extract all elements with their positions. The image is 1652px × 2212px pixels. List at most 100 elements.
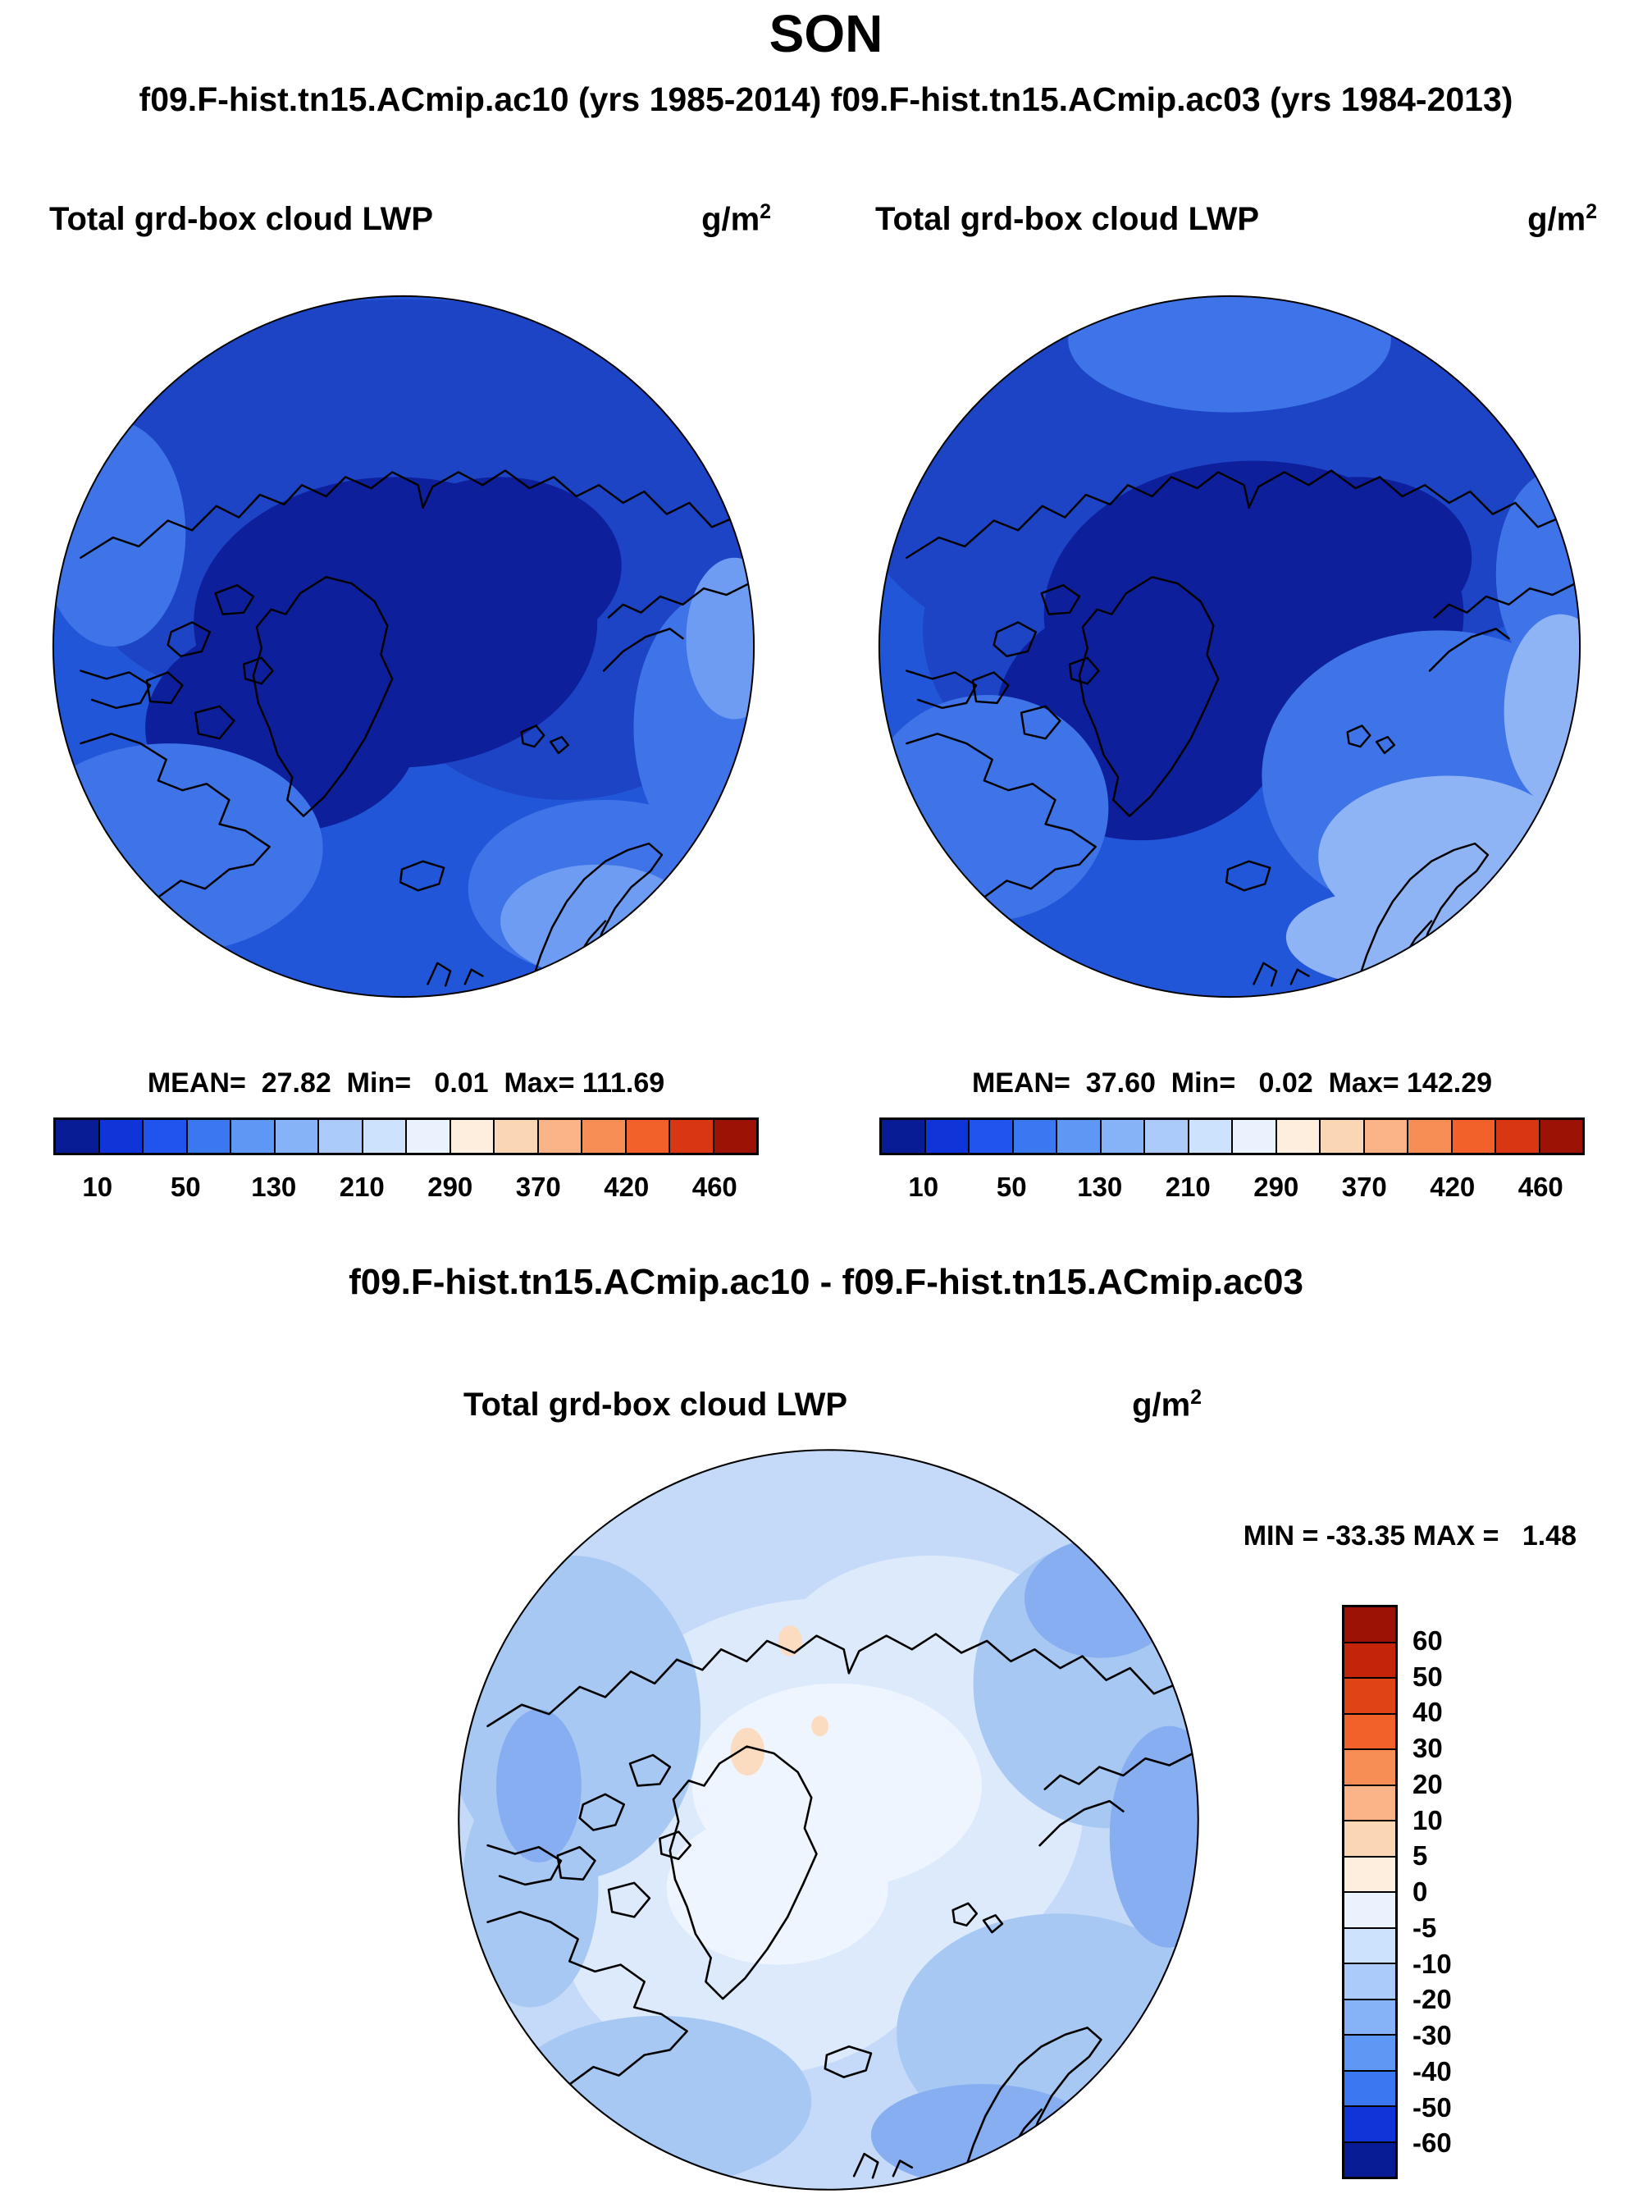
colorbar-segment — [1452, 1120, 1496, 1153]
map-diff-fills — [459, 1450, 1198, 2190]
colorbar-segment — [319, 1120, 363, 1153]
units-exponent: 2 — [1190, 1387, 1202, 1409]
colorbar-segment — [495, 1120, 539, 1153]
colorbar-segment — [538, 1120, 582, 1153]
colorbar-ac10-labels: 10 50 130 210 290 370 420 460 — [53, 1172, 759, 1204]
colorbar-segment — [1344, 2036, 1395, 2072]
colorbar-segment — [970, 1120, 1014, 1153]
units-base: g/m — [701, 201, 760, 238]
units-exponent: 2 — [760, 201, 771, 223]
colorbar-segment — [626, 1120, 670, 1153]
colorbar-segment — [231, 1120, 276, 1153]
colorbar-tick-label: -5 — [1412, 1912, 1437, 1943]
colorbar-tick-label: 10 — [1412, 1804, 1443, 1835]
colorbar-segment — [1344, 1893, 1395, 1929]
colorbar-tick-label: 370 — [1341, 1172, 1387, 1202]
units-base: g/m — [1527, 201, 1586, 238]
colorbar-segment — [1233, 1120, 1277, 1153]
panel-ac10: Total grd-box cloud LWP g/m2 — [0, 176, 826, 1218]
colorbar-tick-label: 130 — [1077, 1172, 1123, 1202]
colorbar-segment — [56, 1120, 100, 1153]
panel-ac03-header: Total grd-box cloud LWP g/m2 — [875, 201, 1597, 238]
diff-title: f09.F-hist.tn15.ACmip.ac10 - f09.F-hist.… — [349, 1262, 1303, 1302]
colorbar-segment — [1344, 1821, 1395, 1858]
colorbar-tick-label: 290 — [1253, 1172, 1299, 1202]
colorbar-segment — [1344, 2142, 1395, 2177]
colorbar-segment — [1344, 1714, 1395, 1750]
colorbar-segment — [1344, 1964, 1395, 2000]
panel-diff-stats: MIN = -33.35 MAX = 1.48 — [1243, 1520, 1577, 1552]
colorbar-segment — [1344, 1679, 1395, 1715]
colorbar-segment — [187, 1120, 231, 1153]
colorbar-segment — [1344, 1999, 1395, 2036]
panel-diff-units: g/m2 — [1132, 1387, 1202, 1424]
colorbar-tick-label: 50 — [1412, 1661, 1443, 1692]
map-ac10 — [52, 295, 755, 999]
colorbar-segment — [99, 1120, 144, 1153]
colorbar-segment — [1321, 1120, 1365, 1153]
map-ac03 — [878, 295, 1581, 999]
colorbar-tick-label: 40 — [1412, 1697, 1443, 1728]
colorbar-tick-label: 130 — [251, 1172, 297, 1202]
map-ac03-fills — [878, 295, 1581, 998]
colorbar-segment — [1344, 2107, 1395, 2143]
colorbar-segment — [1496, 1120, 1540, 1153]
colorbar-segment — [407, 1120, 451, 1153]
colorbar-segment — [450, 1120, 495, 1153]
map-diff — [458, 1449, 1199, 2191]
colorbar-tick-label: -30 — [1412, 2020, 1452, 2050]
map-boundary — [878, 295, 1581, 999]
colorbar-tick-label: 60 — [1412, 1625, 1443, 1656]
panel-ac03-units: g/m2 — [1527, 201, 1597, 238]
colorbar-segment — [1540, 1120, 1582, 1153]
colorbar-tick-label: 10 — [82, 1172, 113, 1202]
colorbar-tick-label: 0 — [1412, 1876, 1428, 1907]
colorbar-segment — [275, 1120, 319, 1153]
case-subtitle: f09.F-hist.tn15.ACmip.ac10 (yrs 1985-201… — [139, 80, 1513, 118]
colorbar-segment — [1013, 1120, 1057, 1153]
colorbar-segment — [714, 1120, 756, 1153]
panel-diff-header: Total grd-box cloud LWP g/m2 — [463, 1387, 1202, 1424]
colorbar-ac03-labels: 10 50 130 210 290 370 420 460 — [879, 1172, 1585, 1204]
colorbar-tick-label: 370 — [515, 1172, 561, 1202]
colorbar-segment — [1145, 1120, 1189, 1153]
colorbar-tick-label: 20 — [1412, 1768, 1443, 1799]
colorbar-segment — [1276, 1120, 1321, 1153]
colorbar-tick-label: 290 — [427, 1172, 473, 1202]
panel-ac10-title: Total grd-box cloud LWP — [49, 201, 434, 237]
panel-ac03: Total grd-box cloud LWP g/m2 — [826, 176, 1652, 1218]
colorbar-segment — [1344, 2071, 1395, 2107]
colorbar-segment — [144, 1120, 188, 1153]
colorbar-segment — [1344, 1857, 1395, 1893]
colorbar-segment — [1344, 1785, 1395, 1821]
colorbar-segment — [1344, 1643, 1395, 1679]
colorbar-segment — [1344, 1928, 1395, 1964]
colorbar-segment — [1408, 1120, 1453, 1153]
colorbar-segment — [670, 1120, 714, 1153]
colorbar-tick-label: 5 — [1412, 1840, 1428, 1872]
colorbar-segment — [882, 1120, 926, 1153]
colorbar-tick-label: 210 — [339, 1172, 385, 1202]
colorbar-tick-label: 50 — [170, 1172, 201, 1202]
colorbar-tick-label: 10 — [908, 1172, 939, 1202]
colorbar-segment — [1364, 1120, 1408, 1153]
colorbar-tick-label: 460 — [1517, 1172, 1563, 1202]
panel-diff-title: Total grd-box cloud LWP — [463, 1387, 848, 1423]
panel-ac03-title: Total grd-box cloud LWP — [875, 201, 1260, 237]
colorbar-tick-label: -60 — [1412, 2127, 1452, 2159]
map-boundary — [458, 1449, 1199, 2191]
colorbar-tick-label: -40 — [1412, 2055, 1452, 2086]
map-boundary — [52, 295, 755, 999]
colorbar-segment — [1101, 1120, 1145, 1153]
panel-ac03-stats: MEAN= 37.60 Min= 0.02 Max= 142.29 — [971, 1067, 1493, 1099]
colorbar-segment — [1057, 1120, 1102, 1153]
units-exponent: 2 — [1586, 201, 1597, 223]
season-title: SON — [769, 4, 883, 63]
colorbar-ac10 — [53, 1117, 759, 1155]
colorbar-segment — [582, 1120, 627, 1153]
colorbar-segment — [1344, 1607, 1395, 1643]
colorbar-tick-label: 50 — [996, 1172, 1027, 1202]
colorbar-diff-labels: 60 50 40 30 20 10 5 0 -5 -10 -20 -30 -40 -50 -60 — [1412, 1605, 1519, 2179]
colorbar-tick-label: 210 — [1165, 1172, 1211, 1202]
